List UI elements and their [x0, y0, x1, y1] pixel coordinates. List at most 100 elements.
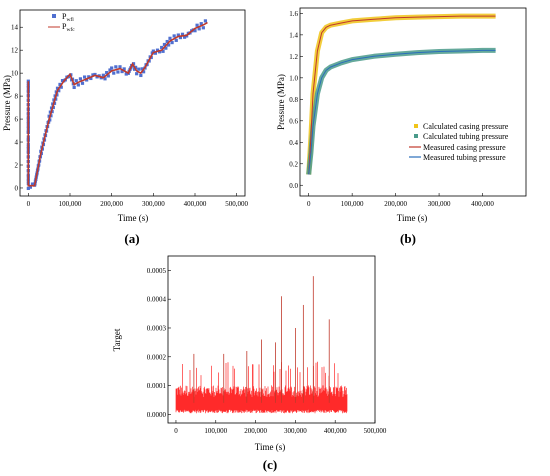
legend-label-pwfl: Pwfl — [62, 12, 74, 23]
series-marker — [137, 67, 141, 71]
series-marker — [26, 186, 30, 191]
series-marker — [160, 45, 164, 50]
legend-label-calc-casing: Calculated casing pressure — [423, 122, 509, 131]
x-tick-label: 500,000 — [364, 427, 387, 435]
series-marker — [203, 19, 208, 23]
x-tick-label: 200,000 — [100, 200, 123, 208]
series-line — [27, 21, 208, 187]
series-marker — [114, 65, 118, 69]
chart-b-legend: Calculated casing pressure Calculated tu… — [409, 122, 509, 162]
x-tick-label: 400,000 — [184, 200, 207, 208]
series-marker — [199, 22, 203, 26]
series-marker — [134, 65, 138, 69]
series-marker — [131, 62, 136, 66]
series-marker — [151, 49, 155, 53]
y-tick-label: 0.4 — [289, 139, 298, 147]
series-marker — [80, 81, 85, 85]
y-tick-label: 14 — [11, 24, 19, 32]
legend-label-calc-tubing: Calculated tubing pressure — [423, 132, 509, 141]
y-tick-label: 0.0005 — [147, 267, 167, 275]
series-marker — [103, 77, 107, 81]
x-tick-label: 0 — [307, 200, 311, 208]
series-marker — [101, 73, 105, 77]
legend-label-meas-tubing: Measured tubing pressure — [423, 153, 506, 162]
series-marker — [155, 48, 160, 52]
chart-a-ylabel: Pressure (MPa) — [2, 75, 12, 131]
y-tick-label: 2 — [15, 162, 19, 170]
x-tick-label: 0 — [174, 427, 178, 435]
x-tick-label: 200,000 — [384, 200, 407, 208]
series-marker — [93, 72, 97, 77]
y-tick-label: 1.4 — [289, 31, 298, 39]
x-tick-label: 300,000 — [428, 200, 451, 208]
series-marker — [47, 114, 51, 118]
series-marker — [51, 102, 55, 106]
legend-marker-pwfl — [52, 14, 56, 18]
x-tick-label: 200,000 — [244, 427, 267, 435]
x-tick-label: 400,000 — [324, 427, 347, 435]
series-marker — [74, 79, 78, 83]
series-marker — [116, 70, 120, 74]
series-marker — [106, 74, 110, 78]
legend-marker-calc-tubing — [414, 134, 418, 138]
legend-label-meas-casing: Measured casing pressure — [423, 143, 506, 152]
series-marker — [118, 65, 122, 69]
series-marker — [30, 182, 35, 186]
chart-a-pressure-vs-time: 0 100,000 200,000 300,000 400,000 500,000 0 2 4 6… — [2, 9, 249, 223]
series-marker — [91, 73, 95, 77]
series-marker — [55, 86, 60, 90]
series-marker — [120, 69, 124, 74]
series-marker — [139, 73, 143, 78]
y-tick-label: 6 — [15, 116, 19, 124]
series-marker — [108, 68, 112, 72]
chart-c-ylabel: Target — [112, 328, 122, 351]
y-tick-label: 10 — [11, 70, 19, 78]
legend-label-pwfc: Pwfc — [62, 22, 75, 33]
series-marker — [176, 33, 180, 37]
series-marker — [178, 35, 183, 40]
series-marker — [193, 29, 197, 33]
series-marker — [167, 43, 171, 47]
chart-c-xlabel: Time (s) — [255, 442, 285, 452]
y-tick-label: 1.6 — [289, 10, 298, 18]
series-marker — [140, 67, 144, 71]
series-line — [308, 49, 496, 175]
series-line — [308, 15, 496, 175]
y-tick-label: 8 — [15, 93, 19, 101]
series-marker — [48, 110, 52, 114]
series-marker — [28, 185, 33, 189]
series-marker — [135, 72, 139, 76]
panel-label-a: (a) — [124, 231, 139, 246]
y-tick-label: 4 — [15, 139, 19, 147]
legend-marker-calc-casing — [414, 124, 418, 128]
chart-c-frame — [167, 255, 376, 424]
series-marker — [180, 32, 185, 36]
chart-b-xlabel: Time (s) — [397, 213, 427, 223]
series-marker — [130, 64, 135, 68]
series-marker — [72, 85, 76, 90]
panel-label-c: (c) — [263, 457, 277, 472]
series-marker — [168, 36, 172, 40]
y-tick-label: 1.0 — [289, 74, 298, 82]
series-marker — [78, 77, 83, 81]
y-tick-label: 0.0000 — [147, 411, 167, 419]
series-marker — [58, 82, 62, 87]
series-marker — [26, 79, 30, 83]
series-marker — [112, 71, 116, 75]
series-marker — [197, 27, 201, 31]
series-marker — [59, 85, 63, 89]
series-marker — [201, 26, 205, 30]
x-tick-label: 300,000 — [142, 200, 165, 208]
x-tick-label: 500,000 — [225, 200, 248, 208]
series-marker — [105, 71, 109, 75]
legend-label-pwfl-sub: wfl — [66, 16, 74, 23]
series-marker — [85, 78, 89, 82]
series-marker — [87, 75, 91, 79]
series-marker — [142, 70, 146, 74]
series-marker — [170, 40, 174, 45]
y-tick-label: 0 — [15, 184, 19, 192]
y-tick-label: 1.2 — [289, 53, 298, 61]
series-marker — [182, 35, 187, 39]
y-tick-label: 0.0 — [289, 182, 298, 190]
chart-c-target-vs-time: 0 100,000 200,000 300,000 400,000 500,000 0.00… — [112, 255, 387, 452]
